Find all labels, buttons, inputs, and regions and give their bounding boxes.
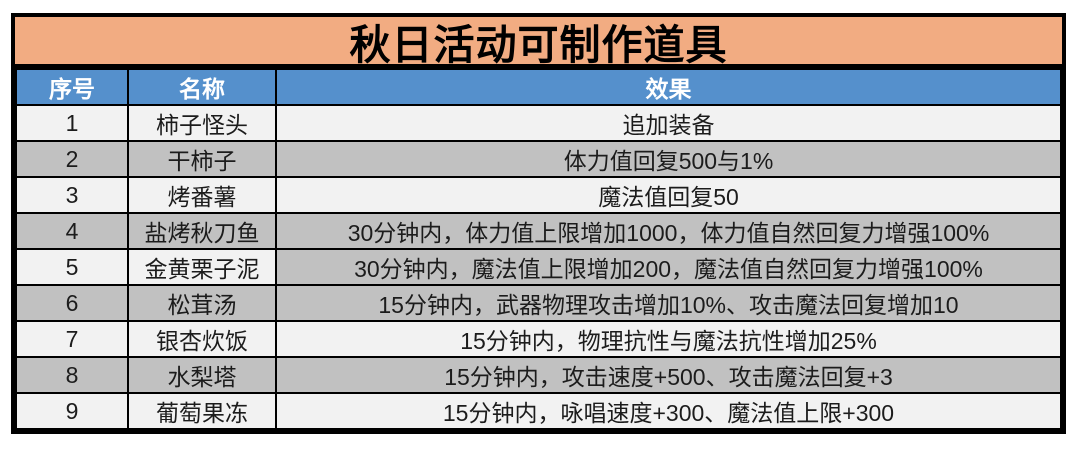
effect-cell: 体力值回复500与1% [275,140,1062,178]
row-number-cell: 9 [15,392,129,430]
table-row: 8 水梨塔 15分钟内，攻击速度+500、攻击魔法回复+3 [15,356,1062,394]
table-row: 1 柿子怪头 追加装备 [15,104,1062,142]
effect-cell: 15分钟内，武器物理攻击增加10%、攻击魔法回复增加10 [275,284,1062,322]
header-row: 序号 名称 效果 [15,68,1062,106]
item-name-cell: 盐烤秋刀鱼 [127,212,277,250]
effect-cell: 15分钟内，咏唱速度+300、魔法值上限+300 [275,392,1062,430]
effect-cell: 追加装备 [275,104,1062,142]
item-name-cell: 银杏炊饭 [127,320,277,358]
table-row: 9 葡萄果冻 15分钟内，咏唱速度+300、魔法值上限+300 [15,392,1062,430]
effect-cell: 15分钟内，攻击速度+500、攻击魔法回复+3 [275,356,1062,394]
effect-cell: 30分钟内，魔法值上限增加200，魔法值自然回复力增强100% [275,248,1062,286]
row-number-cell: 8 [15,356,129,394]
item-name-cell: 烤番薯 [127,176,277,214]
column-header-name: 名称 [127,68,277,106]
row-number-cell: 7 [15,320,129,358]
table-row: 7 银杏炊饭 15分钟内，物理抗性与魔法抗性增加25% [15,320,1062,358]
effect-cell: 30分钟内，体力值上限增加1000，体力值自然回复力增强100% [275,212,1062,250]
item-name-cell: 柿子怪头 [127,104,277,142]
items-table-sheet: 秋日活动可制作道具 序号 名称 效果 1 柿子怪头 追加装备 2 干柿子 体力值… [11,13,1066,434]
row-number-cell: 3 [15,176,129,214]
table-row: 4 盐烤秋刀鱼 30分钟内，体力值上限增加1000，体力值自然回复力增强100% [15,212,1062,250]
column-header-number: 序号 [15,68,129,106]
effect-cell: 15分钟内，物理抗性与魔法抗性增加25% [275,320,1062,358]
effect-cell: 魔法值回复50 [275,176,1062,214]
row-number-cell: 6 [15,284,129,322]
item-name-cell: 水梨塔 [127,356,277,394]
table-row: 2 干柿子 体力值回复500与1% [15,140,1062,178]
items-table: 序号 名称 效果 1 柿子怪头 追加装备 2 干柿子 体力值回复500与1% 3… [15,68,1062,430]
column-header-effect: 效果 [275,68,1062,106]
item-name-cell: 松茸汤 [127,284,277,322]
item-name-cell: 葡萄果冻 [127,392,277,430]
table-row: 5 金黄栗子泥 30分钟内，魔法值上限增加200，魔法值自然回复力增强100% [15,248,1062,286]
row-number-cell: 1 [15,104,129,142]
row-number-cell: 5 [15,248,129,286]
page-title: 秋日活动可制作道具 [349,21,728,68]
item-name-cell: 金黄栗子泥 [127,248,277,286]
table-row: 3 烤番薯 魔法值回复50 [15,176,1062,214]
table-row: 6 松茸汤 15分钟内，武器物理攻击增加10%、攻击魔法回复增加10 [15,284,1062,322]
row-number-cell: 4 [15,212,129,250]
item-name-cell: 干柿子 [127,140,277,178]
table-title-bar: 秋日活动可制作道具 [15,17,1062,68]
row-number-cell: 2 [15,140,129,178]
